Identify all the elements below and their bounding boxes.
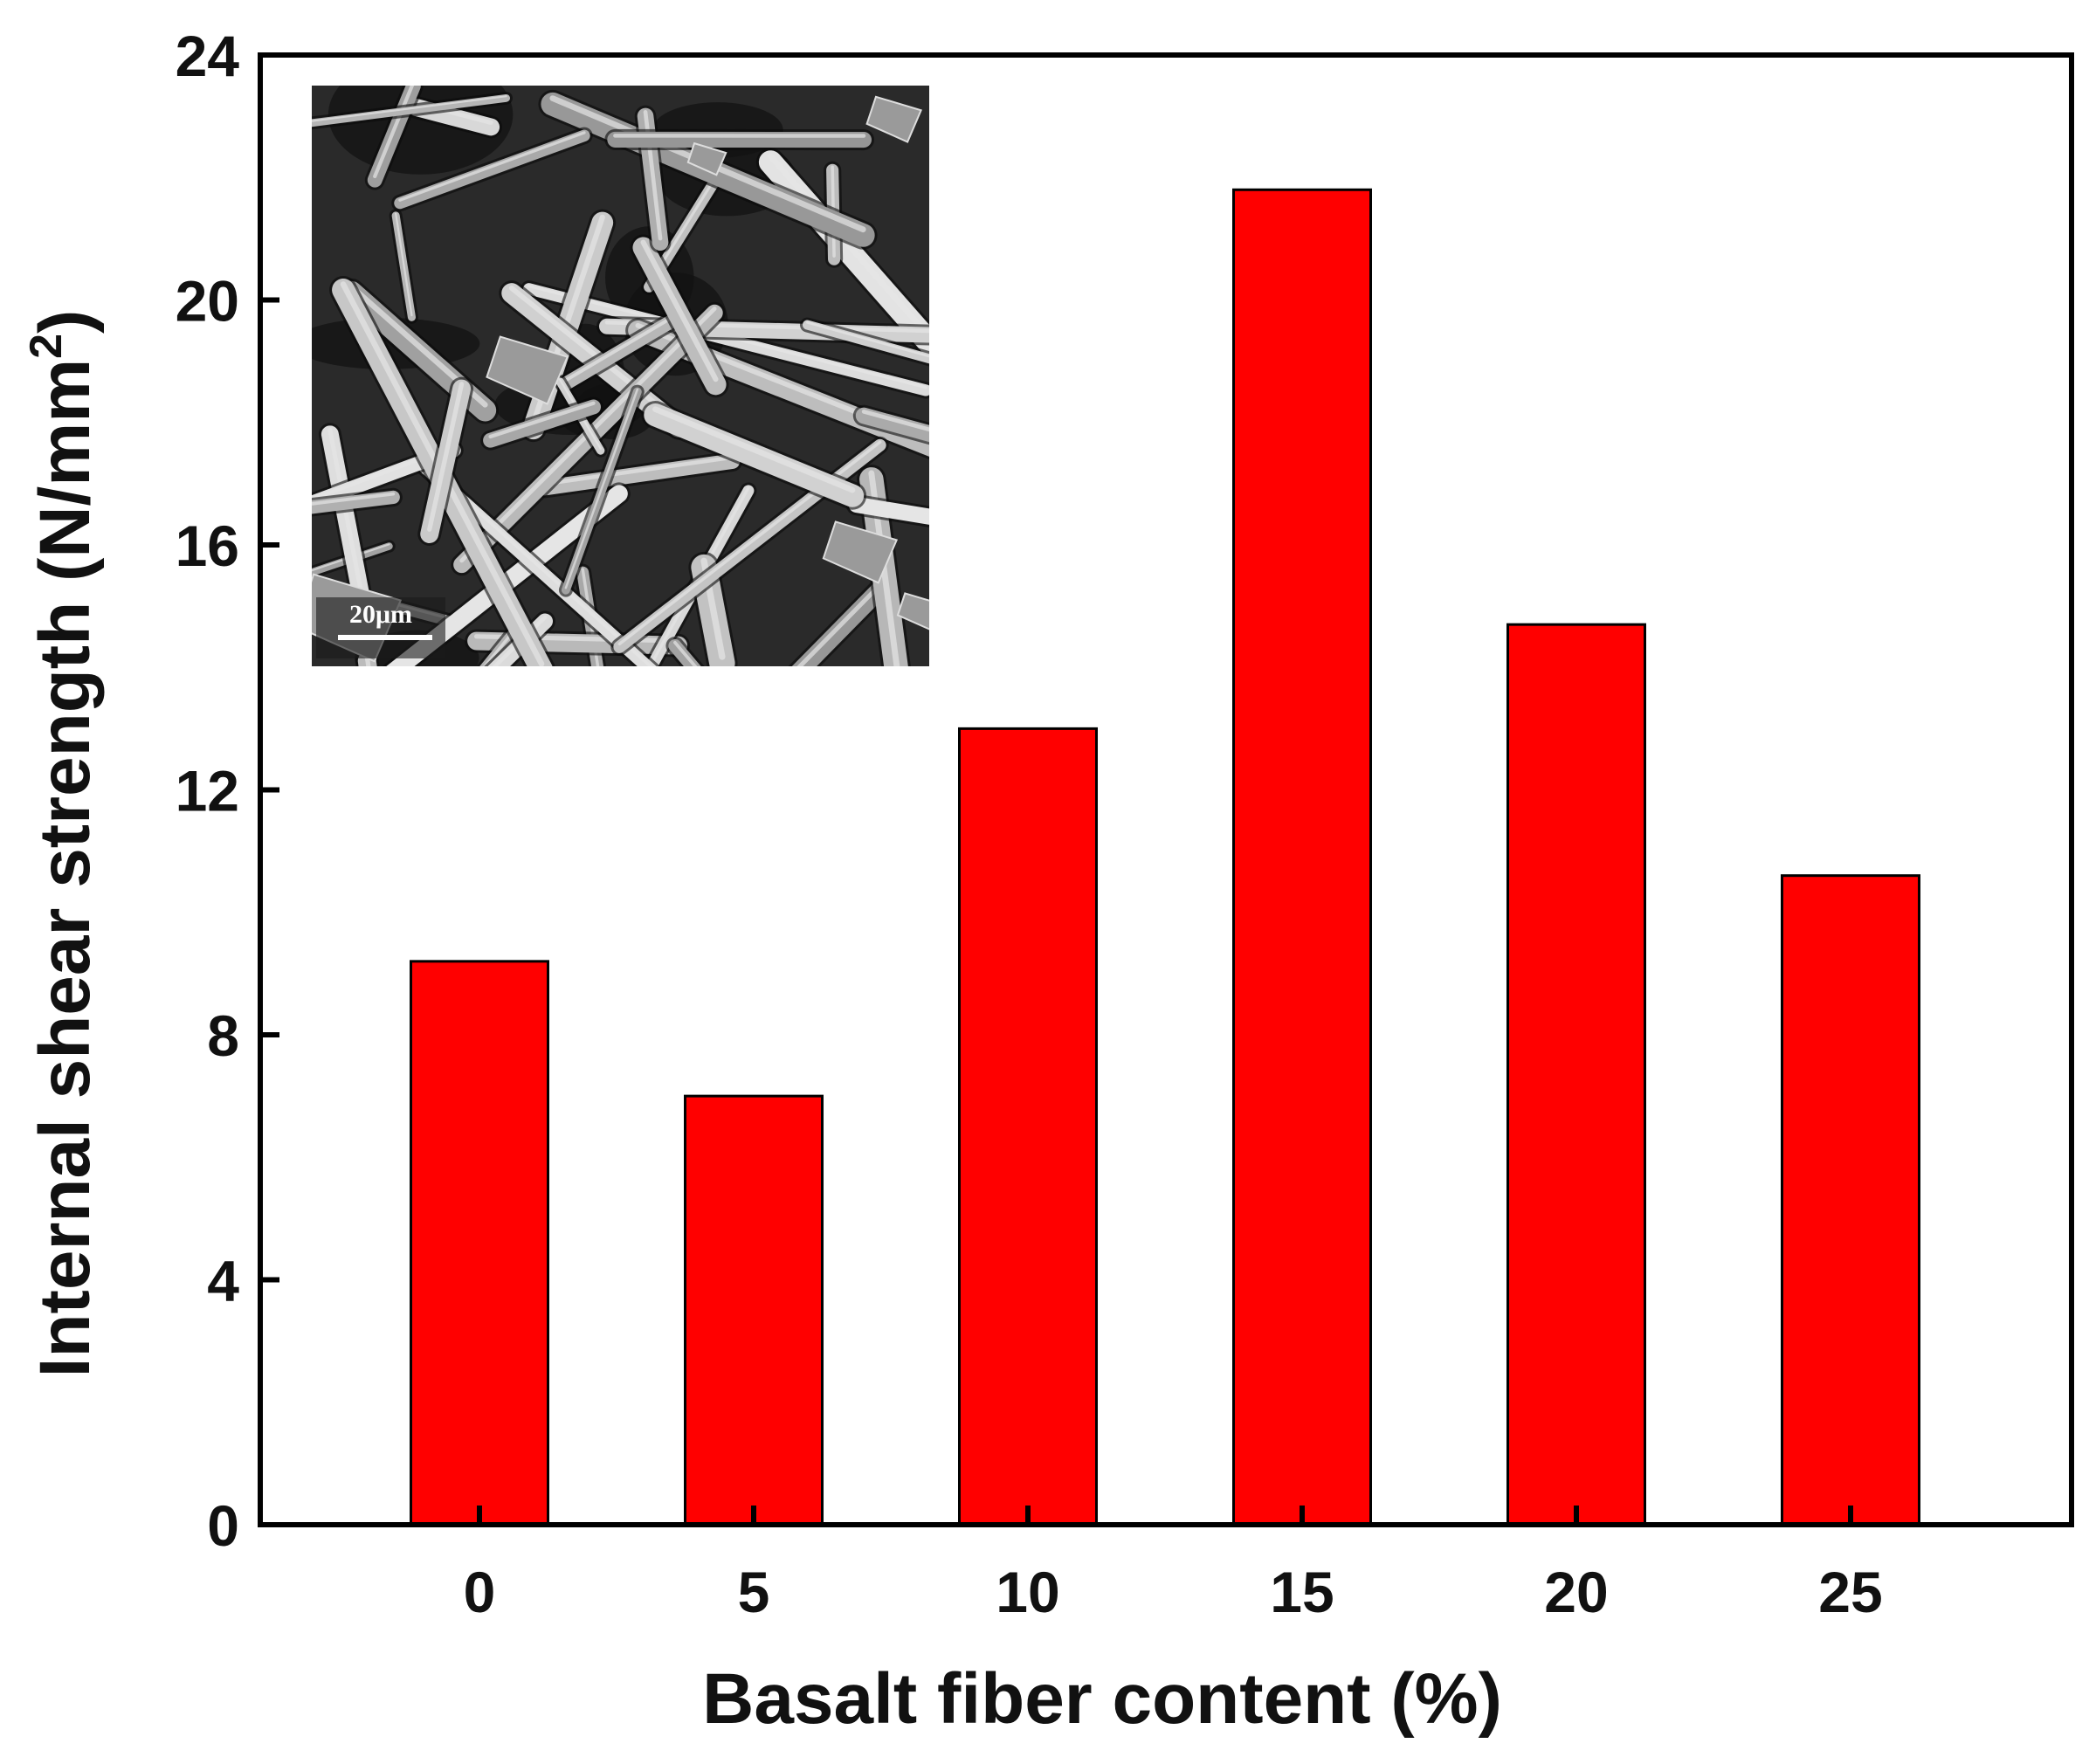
- bar-5: [684, 1094, 824, 1526]
- bar-20: [1506, 623, 1646, 1526]
- x-tick-label: 25: [1818, 1560, 1882, 1624]
- y-tick-label: 20: [176, 269, 239, 334]
- y-tick-label: 12: [176, 759, 239, 823]
- inset-flake: [865, 95, 922, 143]
- sem-inset-image: 20μm: [312, 86, 929, 666]
- x-axis-label: Basalt fiber content (%): [702, 1659, 1502, 1739]
- inset-fiber-highlight: [640, 239, 719, 382]
- x-tick-label: 15: [1270, 1560, 1334, 1624]
- inset-scale-bar-label: 20μm: [349, 600, 412, 629]
- y-axis-label: Internal shear strength (N/mm2): [21, 310, 105, 1378]
- inset-fiber-highlight: [648, 486, 750, 666]
- inset-fibers: [312, 86, 929, 666]
- bar-0: [410, 960, 549, 1526]
- x-tick-label: 10: [996, 1560, 1059, 1624]
- y-tick-label: 8: [207, 1003, 239, 1068]
- inset-fiber: [312, 93, 511, 127]
- y-tick-label: 4: [207, 1249, 239, 1313]
- bar-15: [1232, 188, 1372, 1526]
- inset-fiber: [644, 403, 865, 507]
- inset-fiber-highlight: [861, 409, 929, 432]
- inset-fiber-highlight: [796, 578, 886, 666]
- bar-10: [958, 727, 1098, 1526]
- inset-fiber-highlight: [854, 499, 929, 515]
- inset-fiber-highlight: [492, 615, 548, 666]
- inset-fiber-highlight: [542, 455, 734, 486]
- y-axis-ticks: 0 4 8 12 16 20 24: [176, 24, 279, 1558]
- inset-fiber-highlight: [312, 492, 396, 506]
- inset-flake: [486, 335, 569, 405]
- x-tick-label: 5: [738, 1560, 770, 1624]
- inset-fiber: [802, 320, 929, 364]
- y-axis-label-close: ): [25, 310, 105, 334]
- y-tick-label: 16: [176, 513, 239, 578]
- inset-fiber-highlight: [508, 286, 682, 425]
- inset-fiber-highlight: [563, 310, 684, 382]
- inset-scale-bar-background: [316, 597, 445, 658]
- inset-fiber-highlight: [564, 388, 639, 589]
- inset-fiber: [386, 485, 628, 666]
- x-axis-ticks: 0 5 10 15 20 25: [464, 1506, 1883, 1624]
- y-tick-label: 24: [176, 24, 240, 88]
- inset-flake: [822, 520, 899, 584]
- inset-flake: [896, 592, 929, 630]
- inset-fiber-highlight: [806, 320, 929, 358]
- inset-fiber: [483, 399, 602, 448]
- inset-flake: [686, 141, 727, 176]
- inset-fiber-highlight: [488, 401, 596, 439]
- inset-fiber-highlight: [391, 486, 622, 666]
- inset-fiber: [558, 308, 689, 391]
- inset-fiber: [791, 576, 893, 666]
- y-axis-label-main: Internal shear strength (N/mm: [25, 359, 105, 1377]
- inset-fiber-highlight: [312, 444, 456, 502]
- y-axis-label-superscript: 2: [21, 334, 72, 359]
- x-tick-label: 20: [1544, 1560, 1608, 1624]
- inset-fiber: [537, 453, 741, 496]
- inset-fiber-highlight: [652, 406, 856, 493]
- inset-fiber: [848, 496, 929, 525]
- inset-fiber-highlight: [395, 212, 413, 317]
- inset-fiber: [855, 407, 929, 443]
- inset-fiber-highlight: [427, 382, 465, 532]
- x-tick-label: 0: [464, 1560, 496, 1624]
- inset-fiber: [312, 490, 400, 514]
- inset-fiber: [312, 443, 461, 511]
- inset-fiber-highlight: [398, 131, 586, 202]
- inset-fiber-highlight: [373, 86, 415, 179]
- y-tick-label: 0: [207, 1493, 239, 1558]
- bar-25: [1781, 874, 1920, 1526]
- inset-fiber: [394, 129, 590, 210]
- inset-fiber-highlight: [312, 95, 507, 122]
